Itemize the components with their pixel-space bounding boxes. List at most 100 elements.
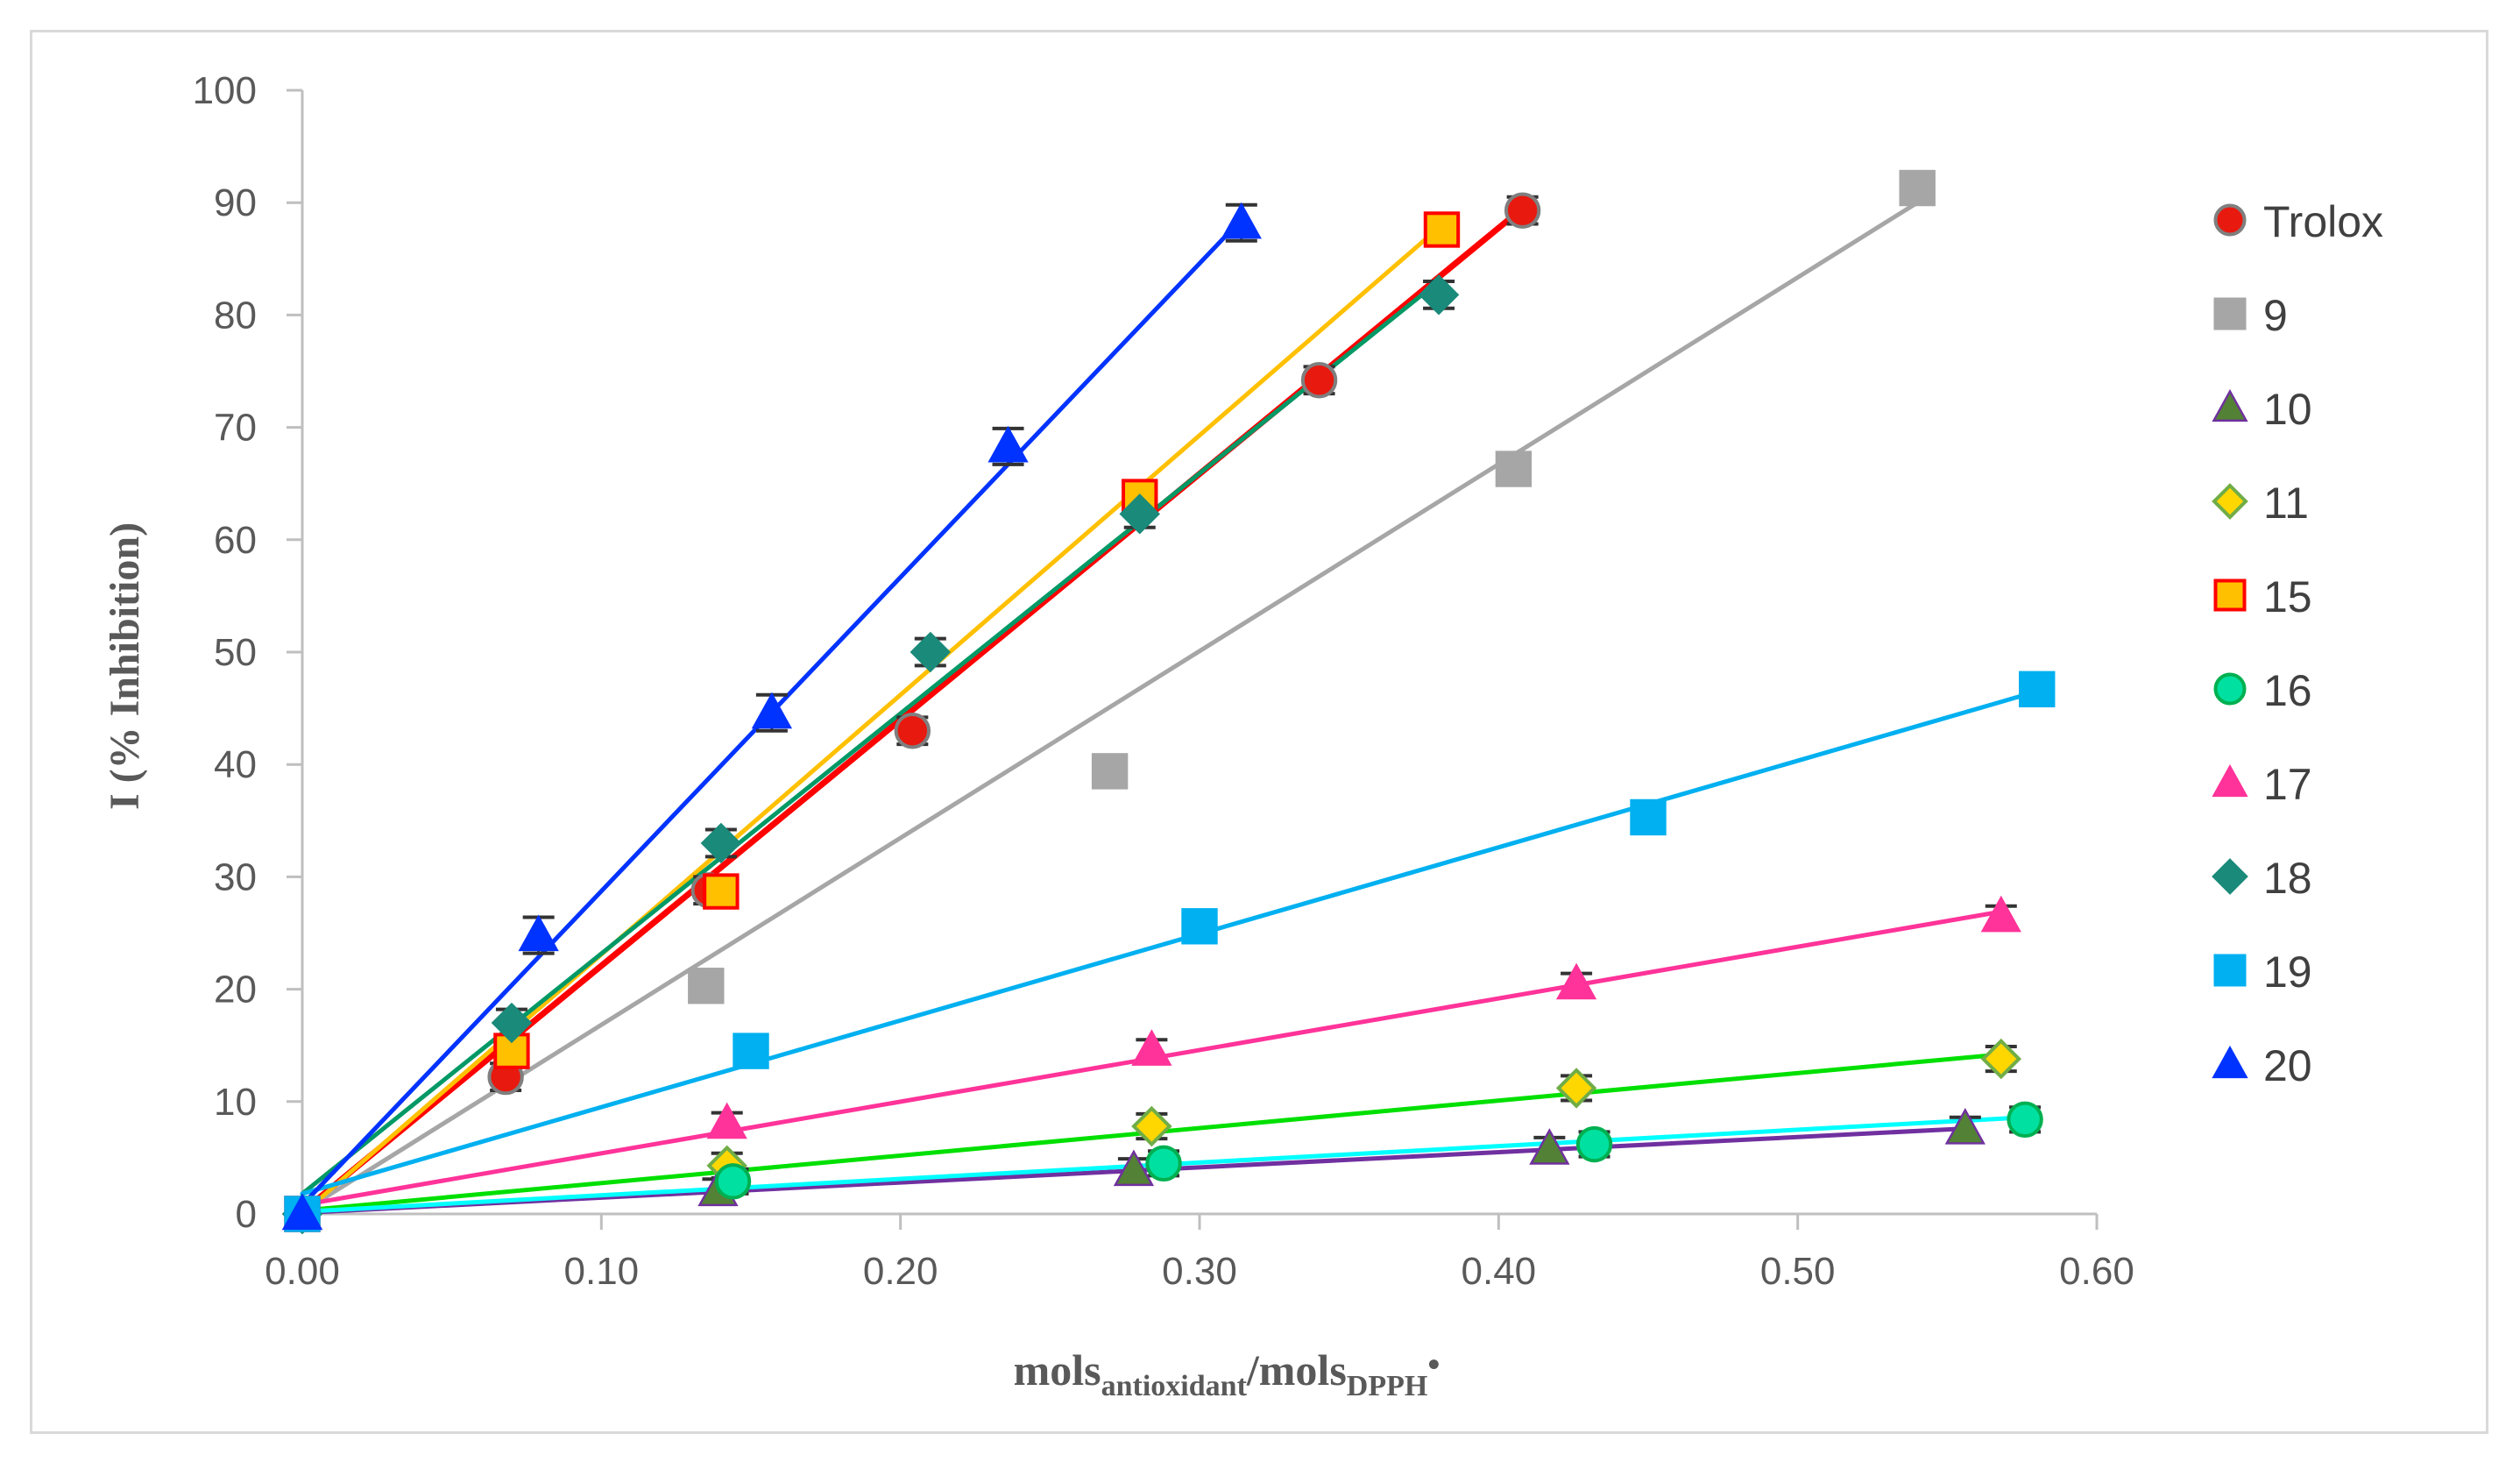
x-axis-title-main: mols bbox=[1014, 1345, 1101, 1394]
x-tick-label: 0.60 bbox=[2059, 1250, 2134, 1293]
legend-label: 20 bbox=[2263, 1041, 2312, 1090]
legend-item-16: 16 bbox=[2213, 666, 2312, 715]
legend-marker bbox=[2213, 297, 2247, 330]
data-markers bbox=[281, 169, 2056, 1235]
series-20-point bbox=[281, 1193, 323, 1231]
x-tick-label: 0.50 bbox=[1760, 1250, 1836, 1293]
y-tick-label: 30 bbox=[214, 855, 257, 898]
series-9-point bbox=[1091, 753, 1129, 790]
series-17-point bbox=[1131, 1029, 1172, 1066]
series-9-point bbox=[688, 968, 725, 1004]
x-axis-title-sub1: antioxidant bbox=[1101, 1370, 1248, 1402]
y-tick-label: 50 bbox=[214, 631, 257, 674]
legend-item-10: 10 bbox=[2212, 385, 2312, 434]
series-17-point bbox=[1980, 895, 2021, 933]
x-tick-label: 0.40 bbox=[1462, 1250, 1537, 1293]
legend-label: 16 bbox=[2263, 666, 2312, 715]
legend-label: 10 bbox=[2263, 385, 2312, 434]
series-9-fit-line bbox=[300, 200, 1920, 1214]
legend-marker bbox=[2213, 203, 2247, 237]
y-tick-label: 80 bbox=[214, 294, 257, 337]
series-16-point bbox=[1145, 1145, 1182, 1182]
series-17-point bbox=[706, 1102, 747, 1139]
series-20-point bbox=[518, 914, 559, 952]
series-18-point bbox=[910, 631, 952, 673]
x-tick-label: 0.00 bbox=[265, 1250, 340, 1293]
y-tick-label: 0 bbox=[236, 1193, 257, 1236]
series-9-point bbox=[1495, 451, 1533, 487]
legend-label: 17 bbox=[2263, 760, 2312, 809]
series-18-point bbox=[1418, 274, 1460, 316]
series-15-point bbox=[703, 873, 740, 910]
series-18-point bbox=[700, 822, 742, 864]
y-tick-label: 40 bbox=[214, 743, 257, 786]
series-19-fit-line bbox=[300, 689, 2040, 1196]
series-10-point bbox=[1113, 1149, 1155, 1187]
y-tick-label: 90 bbox=[214, 181, 257, 224]
legend-label: 19 bbox=[2263, 947, 2312, 997]
legend-marker bbox=[2212, 483, 2248, 520]
legend-item-11: 11 bbox=[2212, 479, 2309, 528]
series-11-point bbox=[1131, 1105, 1172, 1147]
series-18-fit-line bbox=[300, 279, 1441, 1196]
legend-item-17: 17 bbox=[2212, 760, 2312, 809]
x-axis-title-sup: • bbox=[1427, 1345, 1440, 1384]
legend: Trolox 9 10 11 15 16 17 18 19 20 bbox=[2212, 197, 2383, 1090]
series-10-point bbox=[1529, 1128, 1570, 1165]
legend-marker bbox=[2213, 954, 2247, 987]
x-tick-label: 0.20 bbox=[863, 1250, 938, 1293]
y-tick-label: 70 bbox=[214, 407, 257, 450]
legend-marker bbox=[2213, 578, 2247, 612]
legend-label: 18 bbox=[2263, 854, 2312, 903]
series-trolox-point bbox=[1300, 362, 1338, 399]
legend-item-18: 18 bbox=[2212, 854, 2312, 903]
legend-marker bbox=[2212, 763, 2248, 798]
series-19-point bbox=[1181, 908, 1218, 945]
legend-item-19: 19 bbox=[2213, 947, 2312, 997]
series-9-point bbox=[1899, 169, 1936, 207]
x-axis-title-mid: /mols bbox=[1246, 1345, 1347, 1394]
error-bars bbox=[490, 171, 2053, 1203]
series-10-point bbox=[1944, 1108, 1986, 1145]
series-17-point bbox=[1555, 962, 1597, 1000]
legend-marker bbox=[2212, 1045, 2248, 1079]
legend-marker bbox=[2212, 858, 2248, 895]
series-16-point bbox=[714, 1163, 752, 1200]
y-tick-label: 10 bbox=[214, 1081, 257, 1124]
series-19-point bbox=[733, 1033, 769, 1069]
y-axis-title: I (% Inhibition) bbox=[102, 522, 148, 810]
series-20-point bbox=[751, 692, 793, 729]
legend-item-trolox: Trolox bbox=[2213, 197, 2383, 246]
y-tick-label: 100 bbox=[193, 69, 257, 112]
legend-label: Trolox bbox=[2263, 197, 2383, 246]
legend-label: 9 bbox=[2263, 291, 2288, 340]
x-tick-label: 0.30 bbox=[1162, 1250, 1237, 1293]
series-15-fit-line bbox=[300, 223, 1444, 1217]
series-11-point bbox=[1555, 1068, 1597, 1109]
legend-item-15: 15 bbox=[2213, 572, 2312, 621]
plot-area: 0 10 20 30 40 50 60 70 80 90 100 0.00 0.10 0.20 0.30 0.… bbox=[193, 69, 2134, 1293]
series-19-point bbox=[1630, 798, 1667, 836]
series-19-point bbox=[2019, 671, 2056, 708]
series-trolox-point bbox=[1504, 192, 1541, 229]
series-15-point bbox=[1423, 211, 1461, 248]
series-18-point bbox=[491, 1002, 533, 1044]
y-tick-label: 60 bbox=[214, 519, 257, 562]
series-18-point bbox=[1119, 493, 1160, 535]
series-16-point bbox=[2007, 1101, 2043, 1139]
x-axis-title: molsantioxidant/molsDPPH• bbox=[1014, 1345, 1441, 1402]
legend-item-20: 20 bbox=[2212, 1041, 2312, 1090]
series-trolox-point bbox=[894, 713, 931, 749]
series-20-point bbox=[987, 425, 1029, 463]
legend-label: 11 bbox=[2263, 479, 2309, 528]
y-tick-label: 20 bbox=[214, 969, 257, 1011]
legend-marker bbox=[2212, 388, 2248, 422]
legend-item-9: 9 bbox=[2213, 291, 2288, 340]
x-tick-label: 0.10 bbox=[564, 1250, 640, 1293]
legend-marker bbox=[2213, 672, 2247, 706]
series-20-point bbox=[1221, 202, 1262, 239]
series-16-point bbox=[1575, 1125, 1613, 1163]
x-axis-title-sub2: DPPH bbox=[1347, 1370, 1428, 1402]
legend-label: 15 bbox=[2263, 572, 2312, 621]
